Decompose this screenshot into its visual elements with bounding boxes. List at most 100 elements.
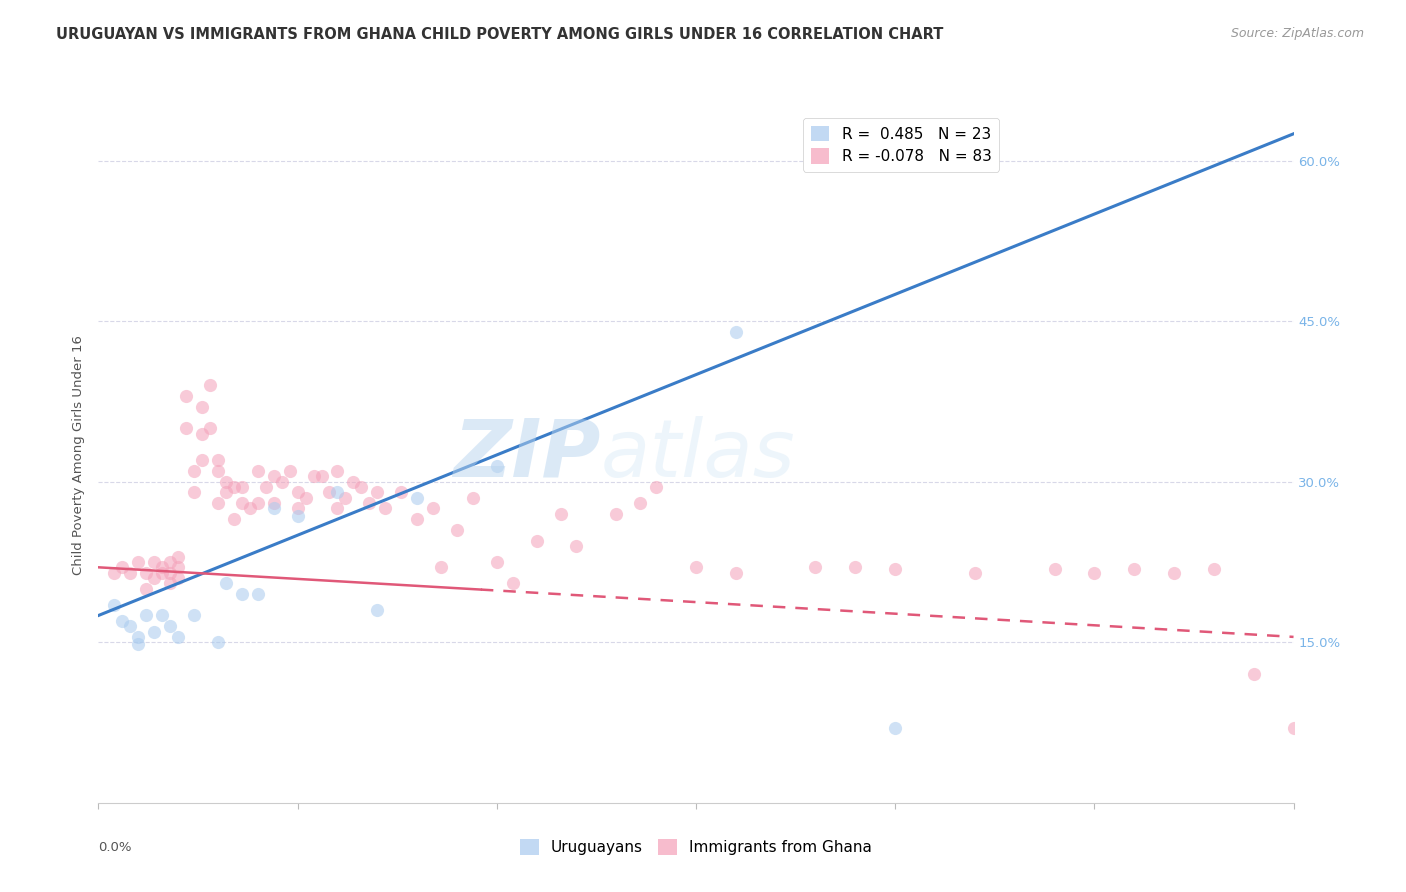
Point <box>191 426 214 441</box>
Point <box>174 389 197 403</box>
Point <box>366 603 388 617</box>
Point <box>263 469 285 483</box>
Point <box>207 453 229 467</box>
Point <box>246 496 269 510</box>
Point <box>191 400 214 414</box>
Point <box>406 512 429 526</box>
Point <box>374 501 396 516</box>
Point <box>430 560 453 574</box>
Point <box>120 566 142 580</box>
Point <box>550 507 572 521</box>
Point <box>804 560 827 574</box>
Point <box>1282 721 1305 735</box>
Point <box>215 576 238 591</box>
Point <box>326 501 349 516</box>
Point <box>287 485 309 500</box>
Point <box>270 475 292 489</box>
Point <box>389 485 412 500</box>
Point <box>167 560 190 574</box>
Point <box>263 496 285 510</box>
Point <box>318 485 340 500</box>
Point <box>1123 562 1146 576</box>
Point <box>302 469 325 483</box>
Point <box>231 587 253 601</box>
Point <box>246 587 269 601</box>
Text: URUGUAYAN VS IMMIGRANTS FROM GHANA CHILD POVERTY AMONG GIRLS UNDER 16 CORRELATIO: URUGUAYAN VS IMMIGRANTS FROM GHANA CHILD… <box>56 27 943 42</box>
Point <box>167 630 190 644</box>
Point <box>207 635 229 649</box>
Point <box>103 598 125 612</box>
Point <box>884 562 907 576</box>
Point <box>605 507 627 521</box>
Text: ZIP: ZIP <box>453 416 600 494</box>
Point <box>183 608 205 623</box>
Point <box>246 464 269 478</box>
Point <box>127 630 149 644</box>
Point <box>326 464 349 478</box>
Text: atlas: atlas <box>600 416 796 494</box>
Point <box>120 619 142 633</box>
Point <box>198 378 221 392</box>
Point <box>143 624 166 639</box>
Point <box>1202 562 1225 576</box>
Point <box>685 560 707 574</box>
Point <box>159 566 181 580</box>
Point <box>150 560 173 574</box>
Point <box>127 637 149 651</box>
Point <box>215 475 238 489</box>
Text: Source: ZipAtlas.com: Source: ZipAtlas.com <box>1230 27 1364 40</box>
Point <box>342 475 364 489</box>
Point <box>359 496 381 510</box>
Point <box>159 555 181 569</box>
Point <box>135 566 157 580</box>
Point <box>167 571 190 585</box>
Point <box>628 496 651 510</box>
Point <box>215 485 238 500</box>
Point <box>111 560 134 574</box>
Point <box>724 566 747 580</box>
Point <box>174 421 197 435</box>
Point <box>1163 566 1185 580</box>
Point <box>278 464 301 478</box>
Point <box>159 619 181 633</box>
Point <box>724 325 747 339</box>
Point <box>207 496 229 510</box>
Point <box>287 501 309 516</box>
Y-axis label: Child Poverty Among Girls Under 16: Child Poverty Among Girls Under 16 <box>72 335 86 574</box>
Point <box>350 480 373 494</box>
Text: 0.0%: 0.0% <box>98 841 132 854</box>
Point <box>1083 566 1105 580</box>
Point <box>645 480 668 494</box>
Point <box>143 571 166 585</box>
Point <box>150 608 173 623</box>
Point <box>963 566 986 580</box>
Point <box>844 560 866 574</box>
Point <box>143 555 166 569</box>
Point <box>406 491 429 505</box>
Point <box>485 555 508 569</box>
Point <box>326 485 349 500</box>
Legend: Uruguayans, Immigrants from Ghana: Uruguayans, Immigrants from Ghana <box>515 833 877 862</box>
Point <box>446 523 468 537</box>
Point <box>254 480 277 494</box>
Point <box>127 555 149 569</box>
Point <box>311 469 333 483</box>
Point <box>502 576 524 591</box>
Point <box>263 501 285 516</box>
Point <box>159 576 181 591</box>
Point <box>335 491 357 505</box>
Point <box>1243 667 1265 681</box>
Point <box>565 539 588 553</box>
Point <box>1043 562 1066 576</box>
Point <box>183 464 205 478</box>
Point <box>461 491 484 505</box>
Point <box>231 496 253 510</box>
Point <box>191 453 214 467</box>
Point <box>135 608 157 623</box>
Point <box>526 533 548 548</box>
Point <box>198 421 221 435</box>
Point <box>884 721 907 735</box>
Point <box>294 491 316 505</box>
Point <box>485 458 508 473</box>
Point <box>239 501 262 516</box>
